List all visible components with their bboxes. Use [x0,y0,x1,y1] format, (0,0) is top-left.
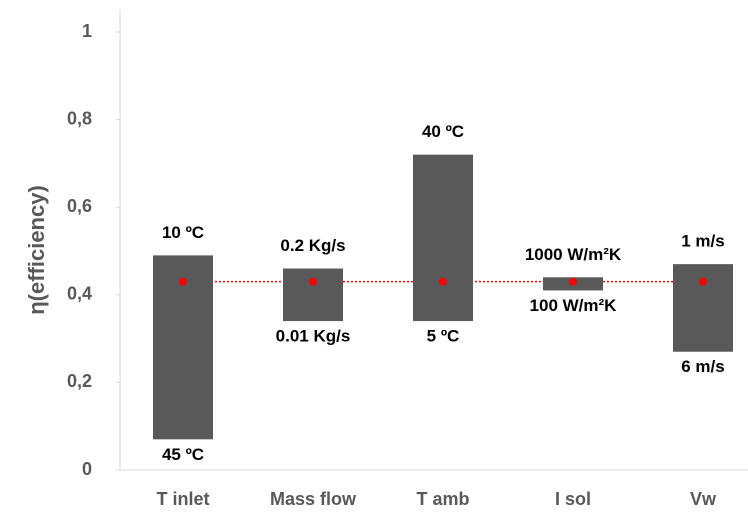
x-tick-label: T inlet [157,489,210,509]
x-tick-label: I sol [555,489,591,509]
baseline-point [179,277,187,286]
bar [153,255,213,440]
baseline-point [439,277,447,286]
bar [283,268,343,322]
y-tick-label: 0 [82,459,92,479]
high-label: 0.2 Kg/s [280,236,345,255]
high-label: 1 m/s [681,232,724,251]
y-tick-label: 0,6 [67,196,92,216]
y-tick-label: 1 [82,21,92,41]
low-label: 100 W/m²K [530,296,618,315]
bar [413,154,473,322]
baseline-point [569,277,577,286]
baseline-point [309,277,317,286]
high-label: 40 ºC [422,122,464,141]
low-label: 6 m/s [681,357,724,376]
x-tick-label: T amb [416,489,469,509]
y-tick-label: 0,4 [67,284,92,304]
baseline-point [699,277,707,286]
low-label: 45 ºC [162,445,204,464]
x-tick-label: Vw [690,489,717,509]
x-tick-label: Mass flow [270,489,357,509]
bar [673,264,733,352]
y-tick-label: 0,8 [67,108,92,128]
y-tick-label: 0,2 [67,371,92,391]
high-label: 1000 W/m²K [525,245,622,264]
high-label: 10 ºC [162,223,204,242]
low-label: 5 ºC [427,327,460,346]
low-label: 0.01 Kg/s [276,327,351,346]
y-axis-label: η(efficiency) [24,185,49,315]
